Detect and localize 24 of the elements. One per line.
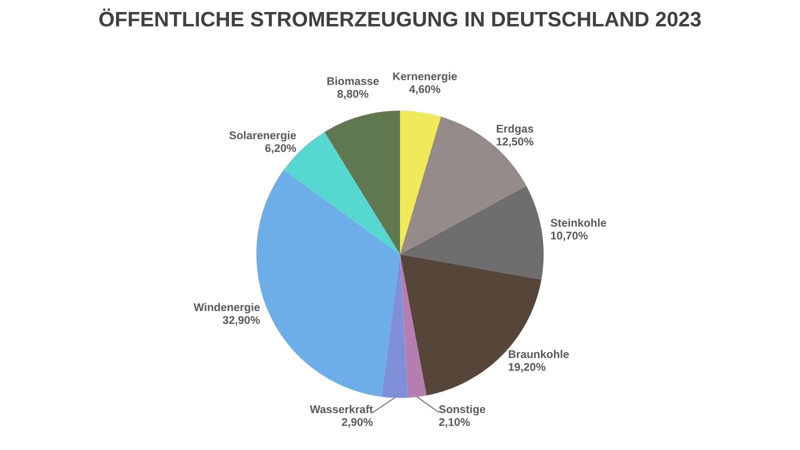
data-label: 6,20%	[265, 144, 296, 154]
pie-slice	[382, 254, 408, 398]
slice-label: Kernenergie	[393, 72, 457, 82]
slice-label: Windenergie	[194, 302, 260, 314]
data-label: 19,20%	[508, 363, 546, 372]
data-label: 10,70%	[551, 232, 588, 242]
slice-label: Steinkohle	[550, 218, 606, 227]
chart-title: ÖFFENTLICHE STROMERZEUGUNG IN DEUTSCHLAND 2023	[99, 8, 701, 27]
slice-label: Biomasse	[327, 76, 379, 86]
data-label: 8,80%	[338, 90, 368, 100]
slice-label: Erdgas	[496, 124, 534, 135]
slice-label: Solarenergie	[229, 131, 296, 142]
pie-slice	[324, 110, 400, 254]
slice-label: Sonstige	[438, 404, 486, 416]
pie-slice	[400, 186, 544, 280]
data-label: 32,90%	[222, 316, 260, 326]
pie-slice	[400, 110, 441, 254]
slice-label: Wasserkraft	[310, 405, 373, 414]
data-label: 12,50%	[496, 138, 534, 148]
data-label: 2,90%	[342, 418, 373, 428]
data-label: 2,10%	[439, 418, 470, 428]
data-label: 4,60%	[409, 85, 440, 95]
slice-label: Braunkohle	[508, 350, 569, 358]
pie-slice	[400, 254, 426, 398]
